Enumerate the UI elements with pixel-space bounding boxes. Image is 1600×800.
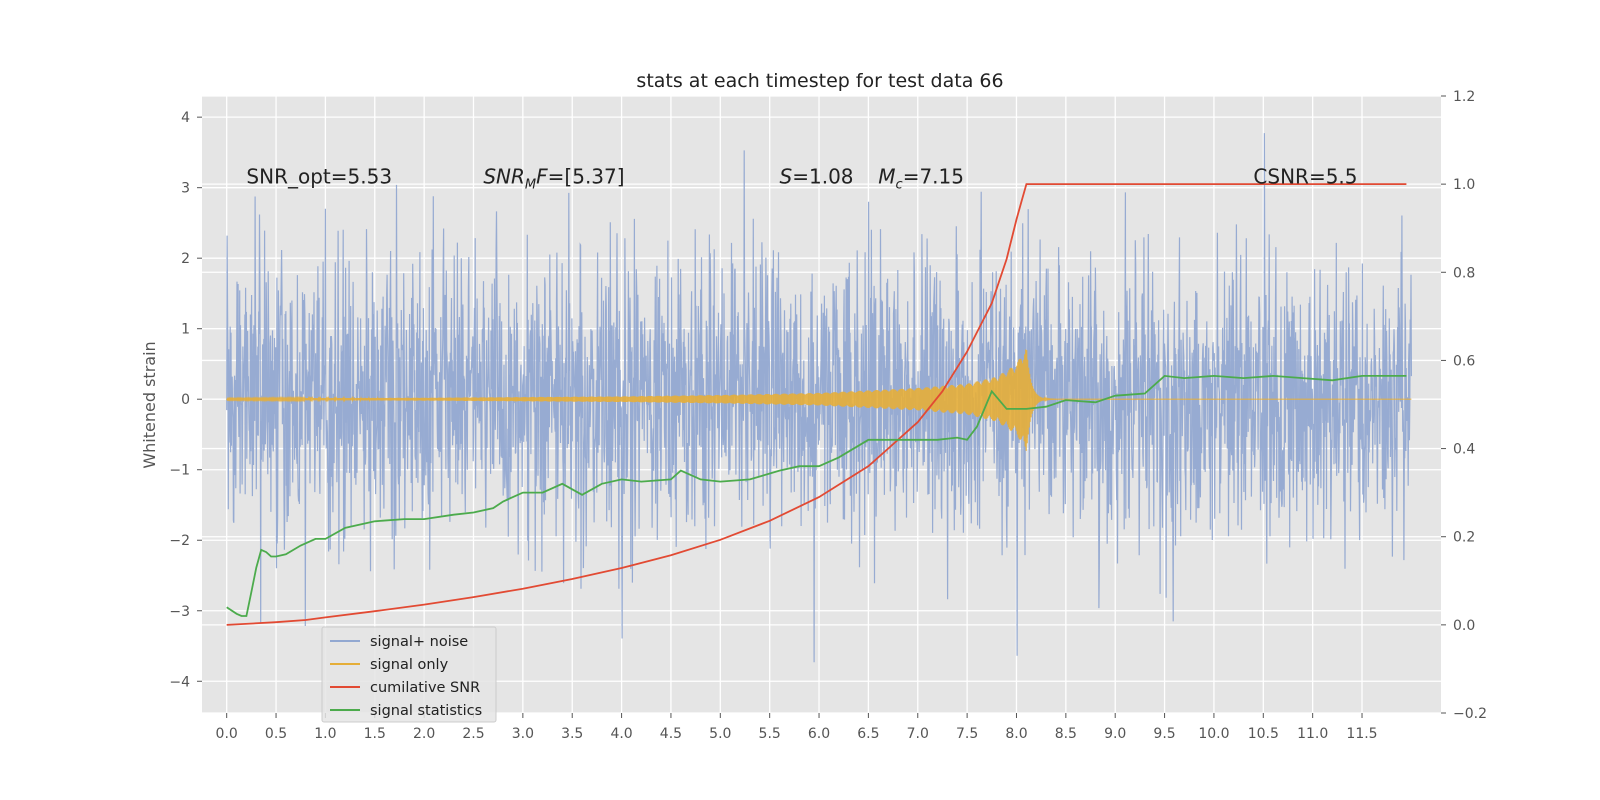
x-tick-label: 3.5: [561, 726, 583, 742]
y-tick-label: 4: [181, 110, 190, 126]
y2-tick-label: 0.0: [1453, 618, 1475, 634]
annotation-part: c: [896, 177, 903, 192]
annotation-text: SNR_opt=5.53: [246, 164, 392, 188]
y-tick-label: 0: [181, 392, 190, 408]
annotation-text: CSNR=5.5: [1253, 164, 1357, 188]
x-tick-label: 4.0: [610, 726, 632, 742]
annotation-part: M: [525, 177, 536, 192]
y-tick-label: 2: [181, 251, 190, 267]
annotation-part: S: [780, 164, 793, 188]
annotation-part: =[5.37]: [548, 164, 625, 188]
legend-label: cumilative SNR: [370, 680, 480, 696]
series-layer: [226, 133, 1412, 663]
x-tick-label: 7.5: [956, 726, 978, 742]
chart-title: stats at each timestep for test data 66: [636, 70, 1003, 92]
x-tick-label: 5.5: [759, 726, 781, 742]
x-tick-label: 6.5: [857, 726, 879, 742]
y-tick-label: −3: [169, 604, 190, 620]
x-tick-label: 2.5: [462, 726, 484, 742]
x-tick-label: 8.5: [1055, 726, 1077, 742]
x-tick-label: 1.5: [364, 726, 386, 742]
x-tick-label: 2.0: [413, 726, 435, 742]
y-tick-label: −4: [169, 674, 190, 690]
series-signal-noise: [226, 133, 1412, 663]
y2-tick-label: 0.6: [1453, 353, 1475, 369]
x-tick-label: 7.0: [907, 726, 929, 742]
y2-tick-label: 0.8: [1453, 265, 1475, 281]
annotations: SNR_opt=5.53 SNRMF=[5.37] S=1.08 Mc=7.15 CSN…: [246, 164, 1357, 192]
x-tick-label: 10.5: [1248, 726, 1279, 742]
annotation-part: SNR_opt=5.53: [246, 164, 392, 188]
x-tick-label: 3.0: [512, 726, 534, 742]
y-tick-label: 1: [181, 322, 190, 338]
x-tick-label: 9.5: [1153, 726, 1175, 742]
x-tick-label: 0.5: [265, 726, 287, 742]
annotation-text: Mc=7.15: [878, 164, 964, 192]
x-tick-label: 4.5: [660, 726, 682, 742]
legend-box: [321, 626, 497, 723]
x-tick-label: 11.0: [1297, 726, 1328, 742]
y-tick-label: 3: [181, 181, 190, 197]
annotation-part: =1.08: [792, 164, 853, 188]
x-tick-label: 6.0: [808, 726, 830, 742]
x-tick-label: 1.0: [314, 726, 336, 742]
y-tick-label: −1: [169, 463, 190, 479]
legend-label: signal statistics: [370, 703, 482, 719]
y2-tick-label: 0.2: [1453, 530, 1475, 546]
annotation-part: CSNR=5.5: [1253, 164, 1357, 188]
y2-tick-label: 1.0: [1453, 177, 1475, 193]
x-tick-label: 10.0: [1198, 726, 1229, 742]
legend-label: signal only: [370, 657, 449, 673]
series-signal-only: [226, 349, 1412, 451]
legend: signal+ noise signal only cumilative SNR si…: [321, 626, 497, 723]
x-tick-label: 0.0: [216, 726, 238, 742]
x-tick-label: 11.5: [1346, 726, 1377, 742]
series-signal-statistics: [226, 374, 1407, 617]
x-tick-label: 9.0: [1104, 726, 1126, 742]
annotation-part: =7.15: [903, 164, 964, 188]
x-tick-label: 8.0: [1005, 726, 1027, 742]
y2-tick-label: 0.4: [1453, 442, 1475, 458]
annotation-part: F: [536, 164, 548, 188]
annotation-text: S=1.08: [780, 164, 854, 188]
annotation-text: SNRMF=[5.37]: [483, 164, 624, 192]
axes: 0.0 0.5 1.0 1.5 2.0 2.5 3.0 3.5 4.0 4.5 5.0 5.5 6.0 6…: [169, 89, 1487, 742]
y2-tick-label: 1.2: [1453, 89, 1475, 105]
y-axis-label: Whitened strain: [140, 341, 159, 468]
x-tick-label: 5.0: [709, 726, 731, 742]
legend-label: signal+ noise: [370, 634, 468, 650]
y-tick-label: −2: [169, 533, 190, 549]
annotation-part: M: [878, 164, 895, 188]
annotation-part: SNR: [483, 164, 525, 188]
y2-tick-label: −0.2: [1453, 706, 1487, 722]
series-cumulative-snr: [226, 183, 1407, 626]
